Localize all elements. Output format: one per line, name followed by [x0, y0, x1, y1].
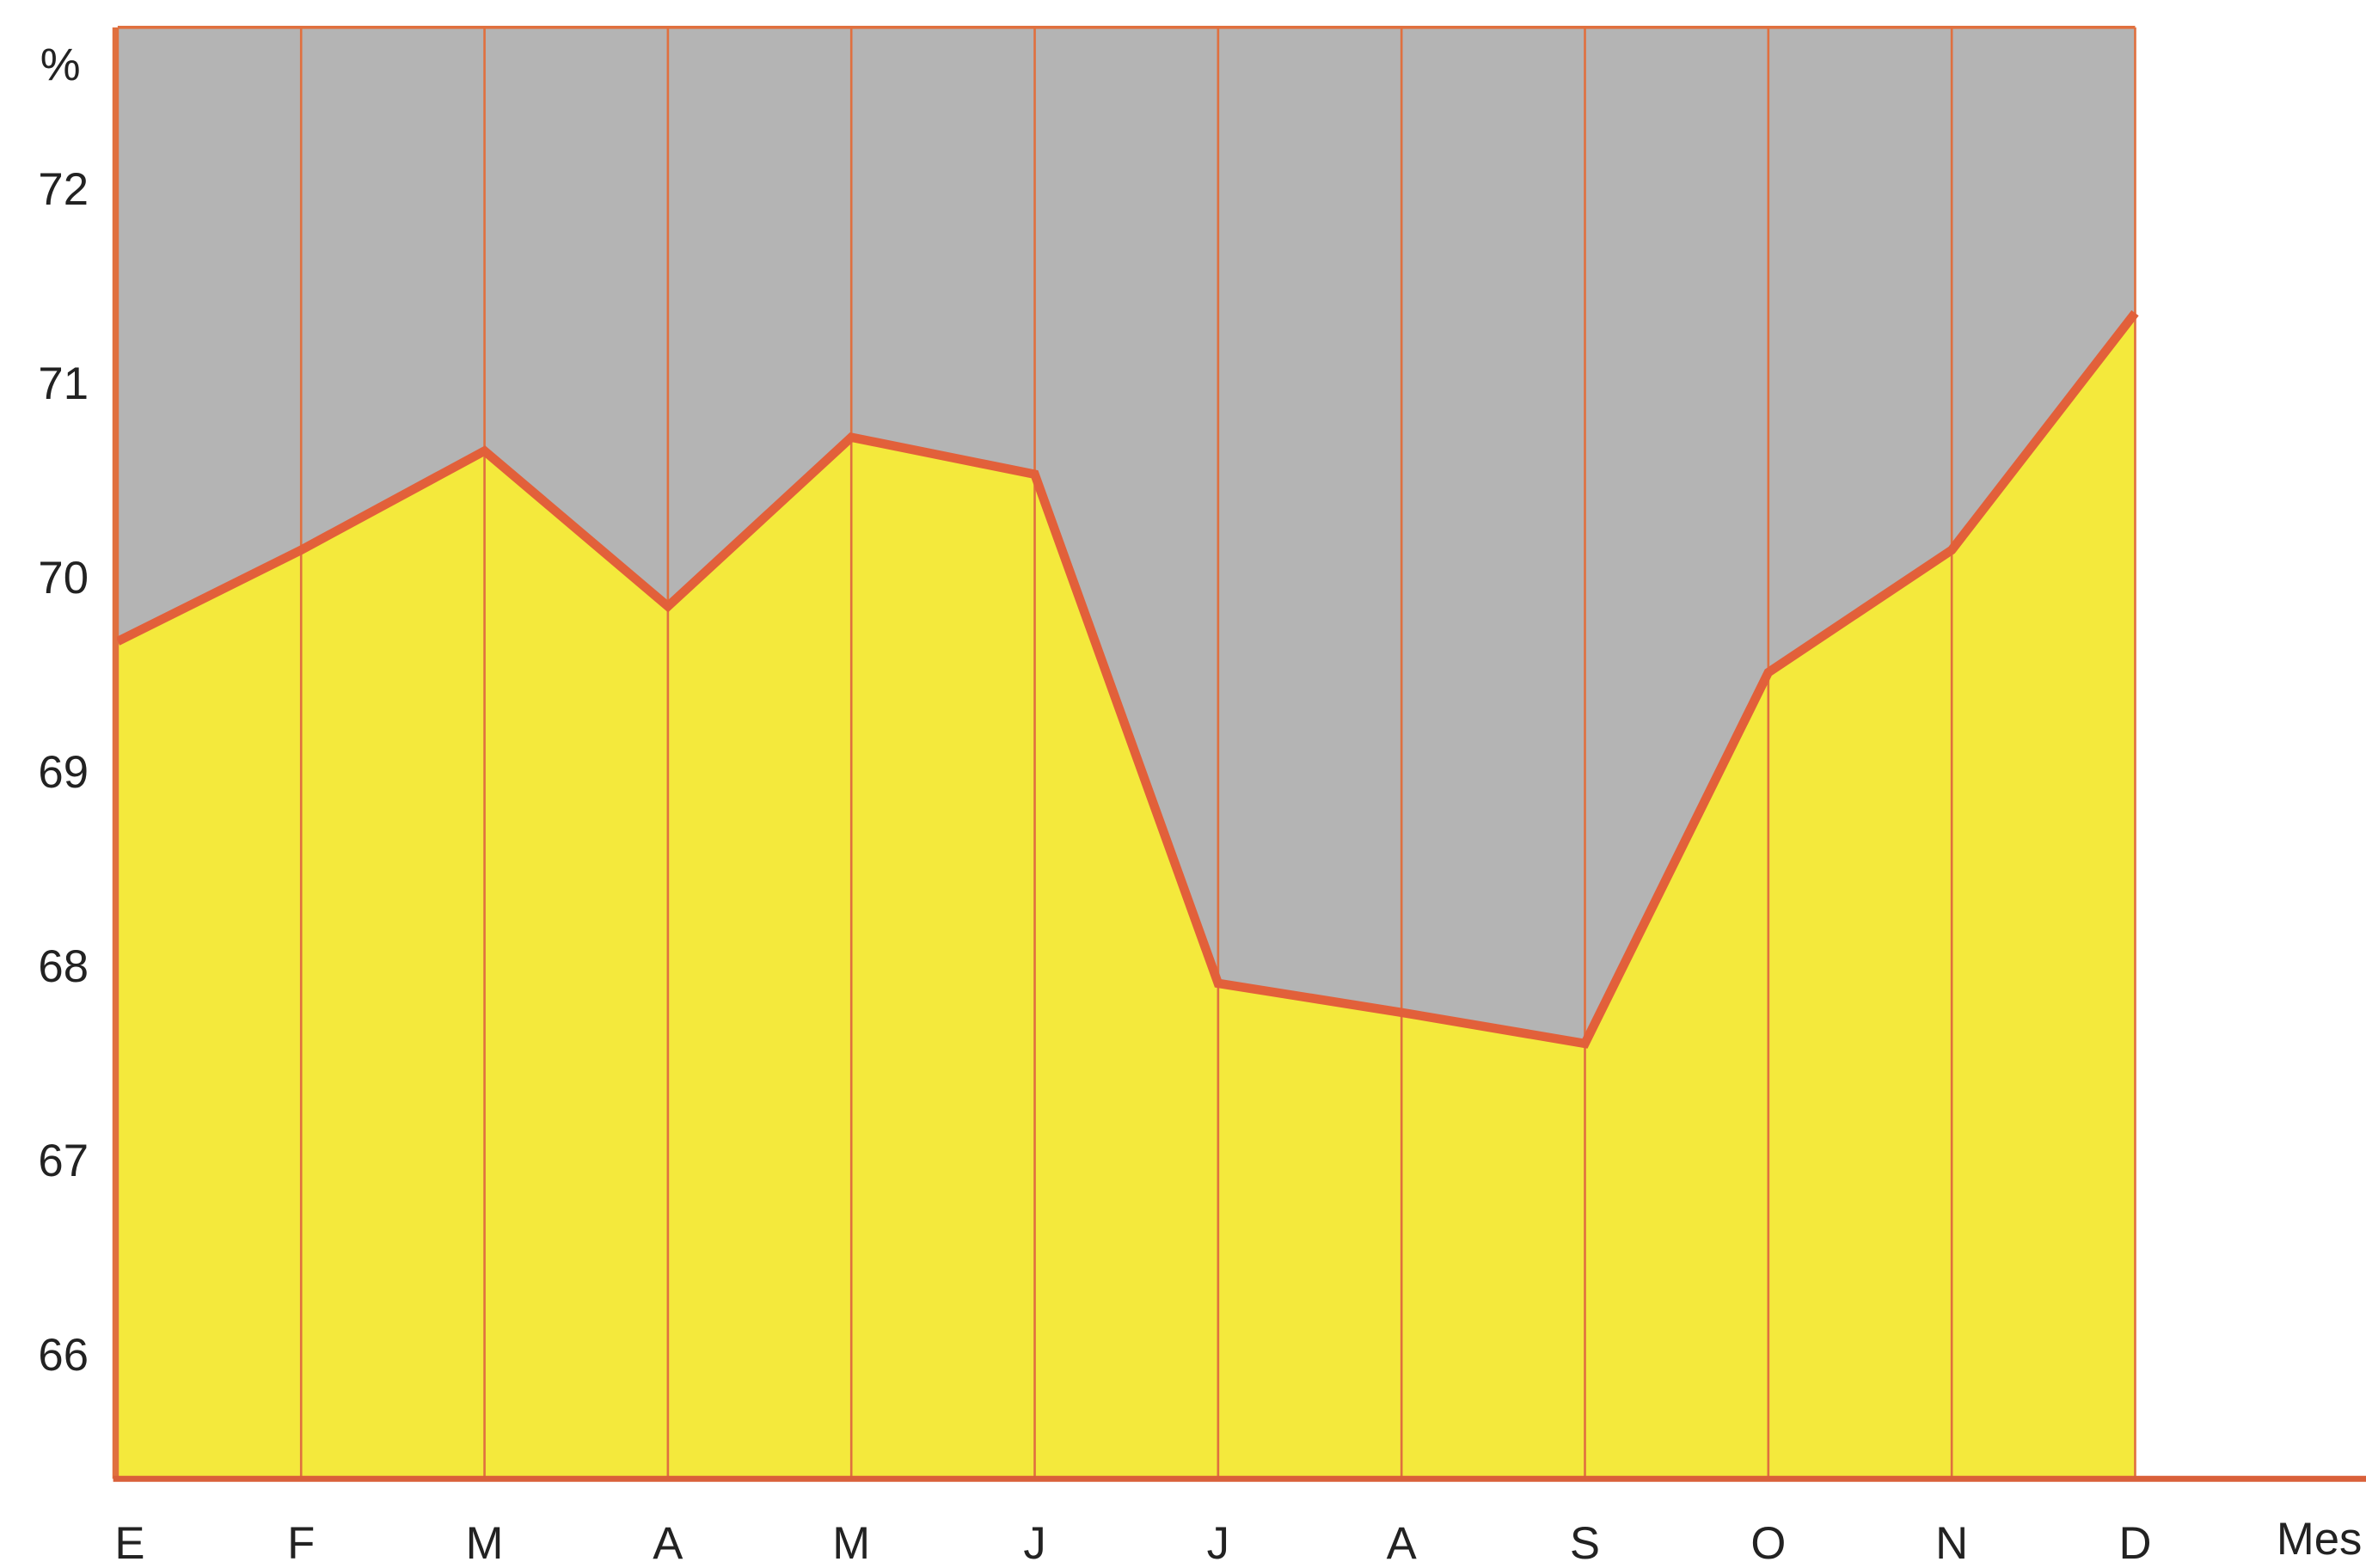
area-fill — [117, 313, 2136, 1479]
y-tick-label: 69 — [38, 747, 89, 798]
x-tick-label: M — [832, 1518, 870, 1568]
y-tick-label: 66 — [38, 1330, 89, 1381]
x-axis-label: Mes — [2277, 1514, 2362, 1565]
y-tick-label: 72 — [38, 164, 89, 215]
x-tick-label: A — [653, 1518, 683, 1568]
x-tick-label: O — [1750, 1518, 1786, 1568]
x-tick-label: M — [466, 1518, 504, 1568]
x-tick-label: F — [287, 1518, 315, 1568]
y-tick-label: 71 — [38, 358, 89, 409]
y-axis-label: % — [40, 40, 81, 90]
x-tick-label: E — [114, 1518, 144, 1568]
x-tick-label: N — [1935, 1518, 1968, 1568]
x-tick-label: A — [1387, 1518, 1418, 1568]
x-tick-label: D — [2118, 1518, 2151, 1568]
y-tick-label: 67 — [38, 1136, 89, 1186]
y-tick-label: 68 — [38, 941, 89, 992]
x-tick-label: J — [1023, 1518, 1045, 1568]
y-tick-label: 70 — [38, 553, 89, 603]
x-tick-label: S — [1570, 1518, 1600, 1568]
x-tick-label: J — [1207, 1518, 1229, 1568]
area-line — [115, 309, 2139, 1049]
